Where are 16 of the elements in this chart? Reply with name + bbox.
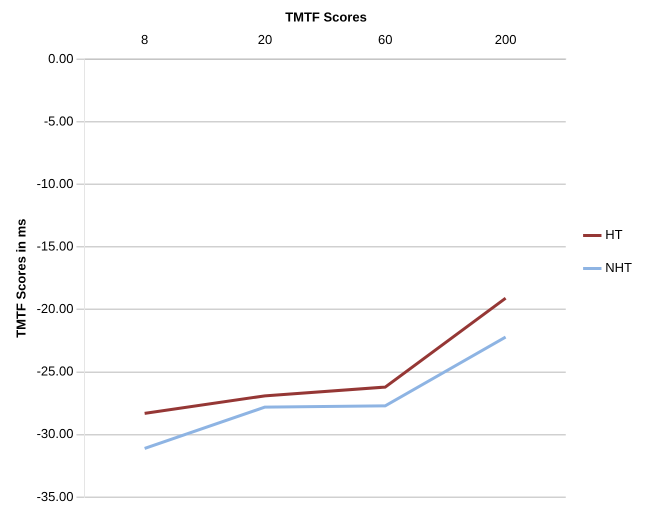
chart-title: TMTF Scores <box>285 9 367 24</box>
x-tick-label: 20 <box>258 32 272 47</box>
y-axis-title: TMTF Scores in ms <box>13 218 28 338</box>
x-tick-label: 200 <box>494 32 516 47</box>
x-tick-label: 8 <box>141 32 148 47</box>
y-tick-label: -35.00 <box>36 488 74 504</box>
y-tick-label: 0.00 <box>48 50 74 66</box>
legend-label: HT <box>605 227 623 242</box>
legend-label: NHT <box>605 260 632 276</box>
y-tick-label: -20.00 <box>36 301 74 316</box>
x-tick-label: 60 <box>378 32 393 47</box>
y-tick-label: -25.00 <box>36 364 74 379</box>
y-tick-label: -15.00 <box>36 238 74 254</box>
y-tick-label: -5.00 <box>44 113 74 128</box>
y-tick-label: -10.00 <box>36 176 74 191</box>
y-tick-label: -30.00 <box>36 426 74 442</box>
